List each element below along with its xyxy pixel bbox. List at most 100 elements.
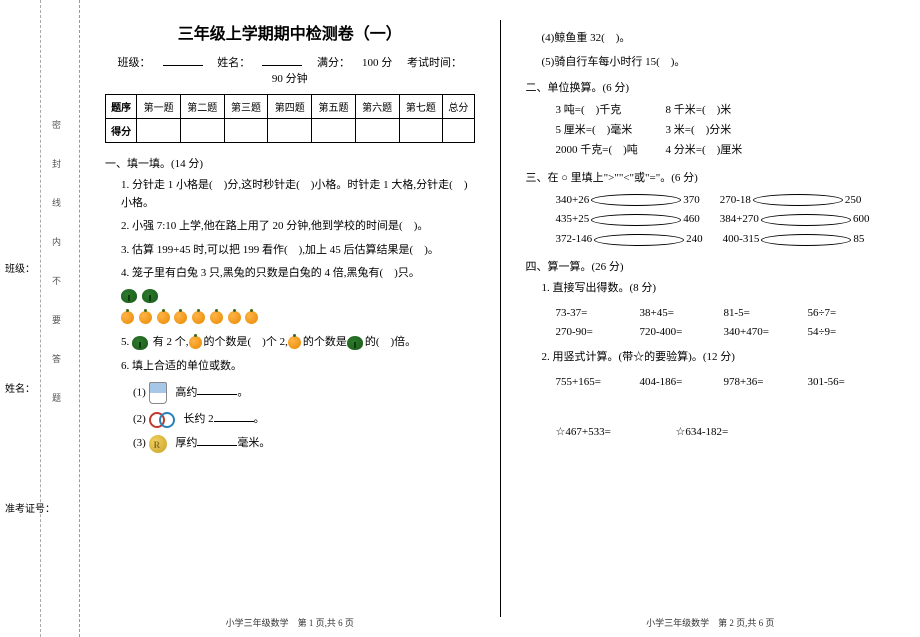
q1-6-3: (3) 厚约毫米。 xyxy=(133,434,475,453)
class-blank[interactable] xyxy=(163,54,203,66)
q1-5-prefix: 5. xyxy=(121,336,129,348)
page-1-footer: 小学三年级数学 第 1 页,共 6 页 xyxy=(80,616,500,629)
score-col-8: 总分 xyxy=(443,95,474,119)
s3-r3b: 400-31585 xyxy=(723,230,865,250)
score-row-label: 得分 xyxy=(106,119,137,143)
s3-r1b: 270-18250 xyxy=(720,191,862,211)
cup-icon xyxy=(149,382,167,404)
q1-1: 1. 分针走 1 小格是( )分,这时秒针走( )小格。时针走 1 大格,分针走… xyxy=(121,177,475,212)
compare-circle[interactable] xyxy=(753,194,843,206)
score-col-7: 第七题 xyxy=(399,95,443,119)
q1-5-orange-row xyxy=(121,311,475,328)
section-4-heading: 四、算一算。(26 分) xyxy=(526,258,896,274)
score-col-3: 第三题 xyxy=(224,95,268,119)
q1-6-4: (4)鲸鱼重 32( )。 xyxy=(542,30,896,48)
orange-icon xyxy=(288,336,301,349)
q1-6-1: (1) 高约。 xyxy=(133,382,475,404)
q1-6: 6. 填上合适的单位或数。 xyxy=(121,358,475,376)
s3-r2a: 435+25460 xyxy=(556,210,700,230)
score-cell[interactable] xyxy=(224,119,268,143)
q6-1-text: 高约 xyxy=(175,386,197,398)
v6: ☆634-182= xyxy=(676,423,766,443)
score-cell[interactable] xyxy=(399,119,443,143)
score-table: 题序 第一题 第二题 第三题 第四题 第五题 第六题 第七题 总分 得分 xyxy=(105,94,475,143)
orange-icon xyxy=(174,311,187,324)
section-3-heading: 三、在 ○ 里填上">""<"或"="。(6 分) xyxy=(526,169,896,185)
compare-circle[interactable] xyxy=(761,214,851,226)
blank[interactable] xyxy=(214,410,254,422)
watermelon-icon xyxy=(347,336,363,350)
blank[interactable] xyxy=(197,383,237,395)
compare-circle[interactable] xyxy=(761,234,851,246)
orange-icon xyxy=(245,311,258,324)
q1-6-2: (2) 长约 2 。 xyxy=(133,410,475,429)
s3-r2b: 384+270600 xyxy=(720,210,870,230)
blank[interactable] xyxy=(197,434,237,446)
s2-row2: 5 厘米=( )毫米 3 米=( )分米 xyxy=(556,121,896,141)
compare-circle[interactable] xyxy=(591,194,681,206)
fullscore-label: 满分： xyxy=(317,57,350,69)
q6-3-suf: 毫米。 xyxy=(237,437,270,449)
v2: 404-186= xyxy=(640,373,710,393)
q6-2-pre: (2) xyxy=(133,413,146,425)
q1-5-body2: 的个数是( )个 2, xyxy=(204,336,288,348)
s3-r3a: 372-146240 xyxy=(556,230,703,250)
e5: 270-90= xyxy=(556,323,626,343)
score-cell[interactable] xyxy=(180,119,224,143)
watermelon-icon xyxy=(132,336,148,350)
s2-row3: 2000 千克=( )吨 4 分米=( )厘米 xyxy=(556,141,896,161)
s2-r1a: 3 吨=( )千克 xyxy=(556,101,646,121)
score-cell[interactable] xyxy=(443,119,474,143)
s4-vrow2: ☆467+533= ☆634-182= xyxy=(556,423,896,443)
compare-circle[interactable] xyxy=(594,234,684,246)
name-label: 姓名： xyxy=(217,57,250,69)
section-1-heading: 一、填一填。(14 分) xyxy=(105,155,475,171)
q1-5-body3: 的个数是 xyxy=(303,336,347,348)
s2-r3b: 4 分米=( )厘米 xyxy=(666,141,756,161)
score-col-5: 第五题 xyxy=(312,95,356,119)
score-cell[interactable] xyxy=(355,119,399,143)
score-col-4: 第四题 xyxy=(268,95,312,119)
orange-icon xyxy=(157,311,170,324)
score-cell[interactable] xyxy=(137,119,181,143)
orange-icon xyxy=(121,311,134,324)
score-cell[interactable] xyxy=(312,119,356,143)
binding-margin: 班级： 姓名： 准考证号： 密 封 线 内 不 要 答 题 xyxy=(0,0,80,637)
name-blank[interactable] xyxy=(262,54,302,66)
q6-2-suf: 。 xyxy=(254,413,265,425)
q1-5-melon-row xyxy=(121,289,475,307)
s4-vrow1: 755+165= 404-186= 978+36= 301-56= xyxy=(556,373,896,393)
orange-icon xyxy=(189,336,202,349)
score-value-row: 得分 xyxy=(106,119,475,143)
s4-sub1: 1. 直接写出得数。(8 分) xyxy=(542,280,896,298)
orange-icon xyxy=(139,311,152,324)
v1: 755+165= xyxy=(556,373,626,393)
e1: 73-37= xyxy=(556,304,626,324)
s3-row3: 372-146240 400-31585 xyxy=(556,230,896,250)
q1-5-body: 有 2 个, xyxy=(153,336,189,348)
q1-3: 3. 估算 199+45 时,可以把 199 看作( ),加上 45 后估算结果… xyxy=(121,242,475,260)
q1-6-5: (5)骑自行车每小时行 15( )。 xyxy=(542,54,896,72)
s2-r3a: 2000 千克=( )吨 xyxy=(556,141,646,161)
coin-icon xyxy=(149,435,167,453)
q6-1-pre: (1) xyxy=(133,386,146,398)
page-2: (4)鲸鱼重 32( )。 (5)骑自行车每小时行 15( )。 二、单位换算。… xyxy=(501,0,920,637)
orange-icon xyxy=(228,311,241,324)
s3-row1: 340+26370 270-18250 xyxy=(556,191,896,211)
compare-circle[interactable] xyxy=(591,214,681,226)
exam-info-row: 班级： 姓名： 满分：100 分 考试时间：90 分钟 xyxy=(105,54,475,86)
page-1: 三年级上学期期中检测卷（一） 班级： 姓名： 满分：100 分 考试时间：90 … xyxy=(80,0,500,637)
binding-seal-text: 密 封 线 内 不 要 答 题 xyxy=(50,120,63,412)
s4-sub2: 2. 用竖式计算。(带☆的要验算)。(12 分) xyxy=(542,349,896,367)
q6-2-text: 长约 2 xyxy=(183,413,213,425)
time-value: 90 分钟 xyxy=(272,73,308,85)
exam-title: 三年级上学期期中检测卷（一） xyxy=(105,20,475,44)
s4-row2: 270-90= 720-400= 340+470= 54÷9= xyxy=(556,323,896,343)
score-col-1: 第一题 xyxy=(137,95,181,119)
binding-label-id: 准考证号： xyxy=(5,500,55,515)
page-2-footer: 小学三年级数学 第 2 页,共 6 页 xyxy=(501,616,920,629)
binding-label-class: 班级： xyxy=(5,260,35,275)
score-cell[interactable] xyxy=(268,119,312,143)
e7: 340+470= xyxy=(724,323,794,343)
q6-3-text: 厚约 xyxy=(175,437,197,449)
